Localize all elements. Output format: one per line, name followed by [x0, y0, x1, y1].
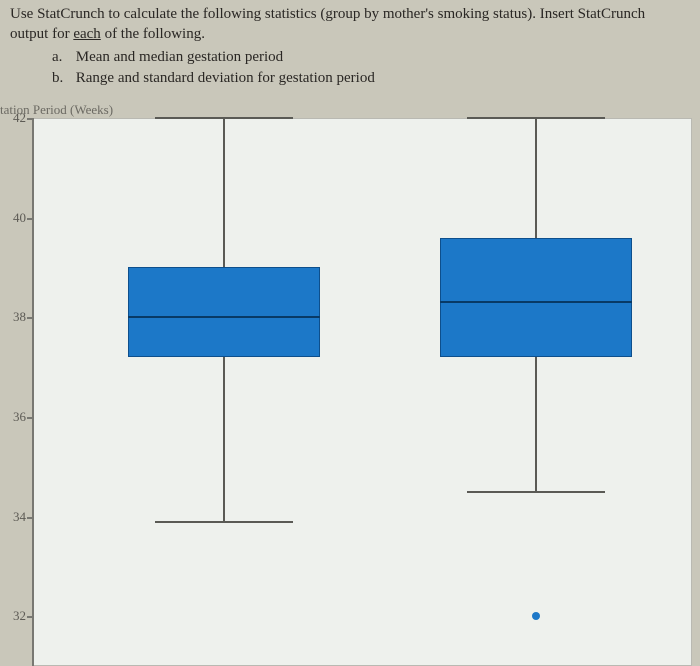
- boxplot-group-2: [440, 98, 632, 666]
- whisker-upper: [223, 118, 225, 267]
- whisker-lower: [535, 357, 537, 492]
- question-block: Use StatCrunch to calculate the followin…: [10, 4, 696, 89]
- q2-underlined: each: [73, 26, 100, 42]
- iqr-box: [128, 267, 320, 357]
- question-item-b: b. Range and standard deviation for gest…: [52, 68, 696, 88]
- boxplot-group-1: [128, 98, 320, 666]
- whisker-cap-lower: [155, 521, 293, 523]
- whisker-upper: [535, 118, 537, 238]
- q2-prefix: output for: [10, 26, 73, 42]
- question-item-a: a. Mean and median gestation period: [52, 47, 696, 67]
- whisker-cap-lower: [467, 491, 605, 493]
- item-text: Mean and median gestation period: [76, 49, 283, 65]
- median-line: [128, 316, 320, 318]
- q2-suffix: of the following.: [101, 26, 205, 42]
- question-items: a. Mean and median gestation period b. R…: [52, 47, 696, 89]
- item-letter: b.: [52, 68, 72, 88]
- whisker-cap-upper: [155, 117, 293, 119]
- whisker-cap-upper: [467, 117, 605, 119]
- iqr-box: [440, 238, 632, 358]
- whisker-lower: [223, 357, 225, 521]
- question-line-2: output for each of the following.: [10, 24, 696, 44]
- item-text: Range and standard deviation for gestati…: [76, 70, 375, 86]
- item-letter: a.: [52, 47, 72, 67]
- median-line: [440, 301, 632, 303]
- plot-area: [0, 98, 700, 666]
- question-line-1: Use StatCrunch to calculate the followin…: [10, 4, 696, 24]
- boxplot-chart: tation Period (Weeks) 424038363432: [0, 98, 700, 666]
- outlier-point: [532, 612, 540, 620]
